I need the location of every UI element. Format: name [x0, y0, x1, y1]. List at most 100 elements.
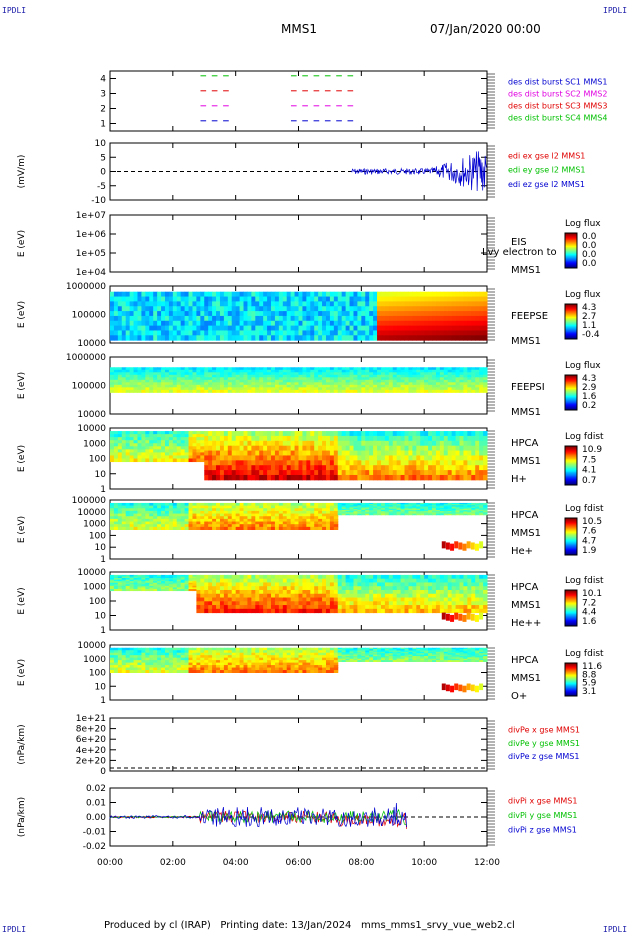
heatmap-cell	[428, 369, 433, 373]
heatmap-cell	[110, 374, 115, 378]
heatmap-cell	[451, 508, 457, 511]
heatmap-cell	[121, 311, 127, 317]
heatmap-cell	[235, 384, 241, 388]
heatmap-cell	[110, 306, 115, 312]
heatmap-cell	[424, 465, 429, 471]
heatmap-cell	[263, 450, 268, 456]
heatmap-cell	[294, 521, 299, 525]
heatmap-cell	[286, 597, 292, 602]
colorbar-step	[565, 333, 577, 335]
heatmap-cell	[290, 301, 296, 307]
heatmap-cell	[353, 311, 358, 317]
heatmap-cell	[125, 384, 131, 388]
heatmap-cell	[463, 507, 468, 510]
heatmap-cell	[286, 296, 292, 302]
heatmap-cell	[325, 296, 331, 302]
heatmap-cell	[471, 387, 476, 391]
side-label: HPCA	[511, 438, 539, 449]
heatmap-cell	[204, 374, 209, 378]
heatmap-cell	[168, 516, 174, 520]
heatmap-cell	[188, 325, 193, 331]
heatmap-cell	[443, 374, 449, 378]
heatmap-cell	[271, 510, 276, 515]
heatmap-cell	[271, 597, 276, 602]
heatmap-cell	[384, 512, 390, 515]
heatmap-cell	[467, 335, 472, 341]
heatmap-cell	[251, 582, 256, 587]
heatmap-cell	[475, 301, 480, 307]
heatmap-cell	[164, 588, 170, 592]
spacecraft-title: MMS1	[281, 22, 317, 36]
heatmap-cell	[113, 374, 119, 378]
colorbar-step	[565, 248, 577, 250]
heatmap-cell	[392, 374, 398, 378]
colorbar-title: Log fdist	[565, 504, 604, 514]
heatmap-cell	[388, 382, 394, 386]
heatmap-cell	[290, 608, 296, 614]
heatmap-cell	[172, 320, 178, 327]
heatmap-cell	[412, 374, 417, 378]
heatmap-cell	[483, 505, 488, 507]
heatmap-cell	[149, 434, 154, 438]
heatmap-cell	[255, 465, 260, 471]
heatmap-cell	[467, 460, 472, 466]
heatmap-cell	[231, 374, 237, 378]
heatmap-cell	[416, 507, 421, 510]
heatmap-cell	[196, 382, 201, 386]
heatmap-cell	[400, 377, 406, 381]
heatmap-cell	[164, 582, 170, 585]
heatmap-cell	[416, 387, 421, 391]
heatmap-cell	[184, 576, 190, 579]
heatmap-cell	[231, 470, 237, 476]
heatmap-cell	[345, 374, 351, 378]
heatmap-cell	[294, 593, 299, 599]
heatmap-cell	[157, 524, 162, 528]
heatmap-cell	[294, 367, 299, 371]
heatmap-cell	[153, 374, 158, 378]
heatmap-cell	[133, 516, 138, 520]
heatmap-cell	[141, 384, 146, 388]
heatmap-cell	[208, 377, 213, 381]
heatmap-cell	[282, 306, 288, 312]
heatmap-cell	[475, 335, 480, 341]
heatmap-cell	[361, 315, 366, 322]
heatmap-cell	[235, 510, 241, 515]
heatmap-cell	[172, 579, 178, 582]
heatmap-cell	[133, 582, 138, 585]
heatmap-cell	[455, 460, 461, 466]
heatmap-cell	[439, 512, 445, 515]
heatmap-cell	[133, 377, 138, 381]
heatmap-cell	[121, 574, 127, 577]
heatmap-cell	[373, 507, 378, 510]
heatmap-cell	[259, 431, 264, 437]
heatmap-cell	[463, 512, 468, 515]
heatmap-cell	[227, 379, 233, 383]
colorbar-tick: 10.9	[582, 445, 602, 455]
heatmap-cell	[373, 374, 378, 378]
heatmap-cell	[235, 440, 241, 447]
heatmap-cell	[310, 389, 315, 393]
heatmap-cell	[373, 367, 378, 371]
heatmap-cell	[439, 377, 445, 381]
heatmap-cell	[149, 449, 154, 453]
heatmap-cell	[408, 311, 413, 317]
heatmap-cell	[168, 588, 174, 592]
heatmap-cell	[278, 586, 284, 591]
heatmap-cell	[137, 521, 142, 525]
heatmap-cell	[204, 440, 209, 447]
heatmap-cell	[212, 450, 217, 456]
heatmap-cell	[251, 389, 256, 393]
heatmap-cell	[282, 601, 288, 606]
heatmap-cell	[271, 508, 276, 512]
heatmap-cell	[302, 605, 307, 610]
heatmap-cell	[188, 431, 193, 435]
heatmap-cell	[286, 586, 292, 591]
heatmap-cell	[420, 460, 425, 466]
heatmap-cell	[396, 296, 402, 302]
heatmap-cell	[357, 507, 362, 510]
colorbar-step	[565, 481, 577, 483]
heatmap-cell	[161, 505, 166, 509]
heatmap-cell	[239, 387, 245, 391]
colorbar-step	[565, 312, 577, 314]
heatmap-cell	[282, 374, 288, 378]
